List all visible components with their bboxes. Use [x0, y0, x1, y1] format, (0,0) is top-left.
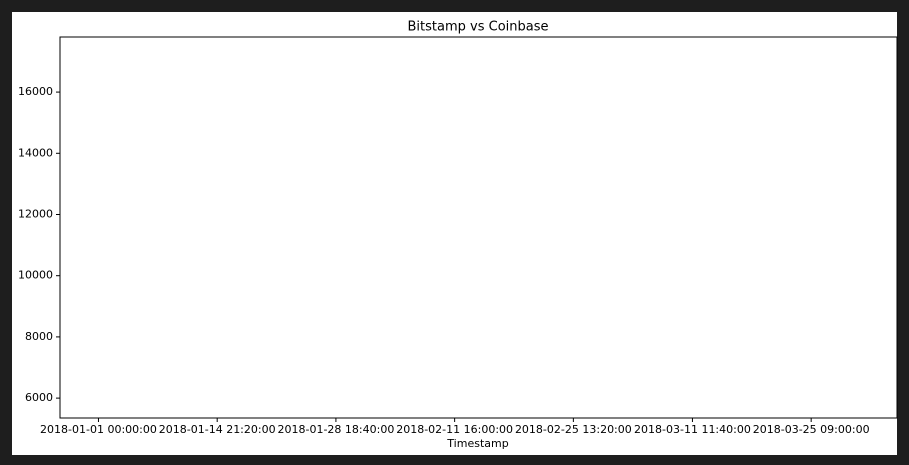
x-tick-label: 2018-02-11 16:00:00: [396, 423, 513, 436]
x-tick-label: 2018-01-28 18:40:00: [277, 423, 394, 436]
plot-area: [59, 36, 898, 419]
y-tick-label: 12000: [18, 207, 53, 220]
x-axis-label: Timestamp: [446, 437, 508, 450]
y-tick-label: 6000: [25, 391, 53, 404]
chart-title: Bitstamp vs Coinbase: [408, 20, 549, 35]
x-tick-label: 2018-02-25 13:20:00: [515, 423, 632, 436]
x-tick-label: 2018-03-11 11:40:00: [634, 423, 751, 436]
y-tick-label: 10000: [18, 269, 53, 282]
x-tick-label: 2018-03-25 09:00:00: [753, 423, 870, 436]
y-tick-label: 8000: [25, 330, 53, 343]
x-tick-label: 2018-01-01 00:00:00: [40, 423, 157, 436]
x-tick-label: 2018-01-14 21:20:00: [159, 423, 276, 436]
y-tick-label: 16000: [18, 85, 53, 98]
y-tick-label: 14000: [18, 146, 53, 159]
